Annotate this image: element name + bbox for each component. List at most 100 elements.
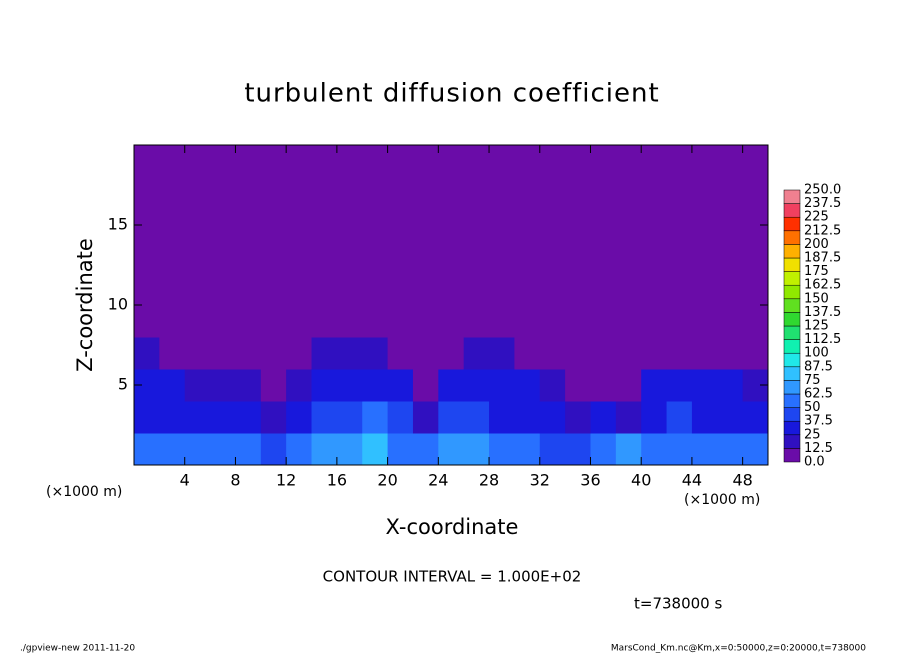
- heat-cell: [514, 305, 541, 338]
- heat-cell: [210, 145, 236, 178]
- heat-cell: [412, 177, 439, 210]
- heat-cell: [210, 305, 236, 338]
- heat-cell: [565, 337, 591, 370]
- heat-cell: [565, 273, 591, 306]
- heat-cell: [514, 241, 541, 274]
- heat-cell: [742, 177, 769, 210]
- heat-cell: [159, 145, 186, 178]
- heat-cell: [311, 369, 338, 402]
- x-tick-label: 32: [530, 471, 550, 490]
- heat-cell: [134, 337, 160, 370]
- colorbar-label: 150: [804, 291, 829, 306]
- heat-cell: [514, 401, 541, 434]
- heat-cell: [286, 433, 313, 466]
- heat-cell: [463, 369, 490, 402]
- heat-cell: [691, 273, 718, 306]
- heat-cell: [742, 305, 769, 338]
- heat-cell: [412, 145, 439, 178]
- colorbar-label: 112.5: [804, 332, 841, 347]
- heat-cell: [412, 305, 439, 338]
- heat-cell: [641, 401, 668, 434]
- heat-cell: [134, 273, 160, 306]
- heat-cell: [210, 369, 236, 402]
- y-tick-label: 10: [108, 295, 128, 314]
- time-note: t=738000 s: [634, 595, 722, 613]
- heat-cell: [691, 369, 718, 402]
- heat-cell: [666, 401, 693, 434]
- heat-cell: [539, 369, 566, 402]
- heat-cell: [362, 369, 389, 402]
- colorbar-label: 137.5: [804, 305, 841, 320]
- heat-cell: [514, 209, 541, 242]
- heat-cell: [489, 209, 515, 242]
- heat-cell: [666, 337, 693, 370]
- heat-cell: [438, 177, 465, 210]
- heat-cell: [336, 177, 363, 210]
- heat-cell: [311, 401, 338, 434]
- heat-cell: [590, 401, 617, 434]
- heat-cell: [514, 177, 541, 210]
- heat-cell: [691, 177, 718, 210]
- heat-cell: [742, 337, 769, 370]
- heat-cell: [438, 209, 465, 242]
- x-tick-label: 20: [377, 471, 397, 490]
- heat-cell: [159, 241, 186, 274]
- heat-cell: [336, 145, 363, 178]
- colorbar-label: 125: [804, 319, 829, 334]
- colorbar-swatch: [783, 366, 801, 381]
- colorbar-swatch: [783, 407, 801, 422]
- heat-cell: [463, 401, 490, 434]
- heat-cell: [260, 273, 287, 306]
- heat-cell: [286, 241, 313, 274]
- heat-cell: [641, 305, 668, 338]
- heat-cell: [742, 273, 769, 306]
- y-tick-label: 5: [118, 375, 128, 394]
- heat-cell: [412, 273, 439, 306]
- colorbar-swatch: [783, 380, 801, 395]
- heat-cell: [260, 241, 287, 274]
- heat-cell: [260, 337, 287, 370]
- heat-cell: [159, 433, 186, 466]
- x-tick-label: 24: [428, 471, 448, 490]
- x-axis-label: X-coordinate: [386, 515, 519, 539]
- heat-cell: [311, 337, 338, 370]
- x-unit: (×1000 m): [684, 492, 760, 508]
- heat-cell: [539, 145, 566, 178]
- heat-cell: [134, 433, 160, 466]
- heat-cell: [539, 305, 566, 338]
- colorbar-swatch: [783, 284, 801, 300]
- heat-cell: [742, 433, 769, 466]
- heat-cell: [184, 241, 211, 274]
- heat-cell: [286, 369, 313, 402]
- heat-cell: [362, 305, 389, 338]
- heat-cell: [159, 209, 186, 242]
- heat-cell: [615, 369, 642, 402]
- chart-title: turbulent diffusion coefficient: [244, 79, 659, 109]
- heat-cell: [489, 433, 515, 466]
- colorbar-label: 212.5: [804, 223, 841, 238]
- heat-cell: [463, 145, 490, 178]
- heat-cell: [362, 209, 389, 242]
- heat-cell: [641, 337, 668, 370]
- heat-cell: [438, 145, 465, 178]
- heat-cell: [387, 177, 414, 210]
- heat-cell: [336, 337, 363, 370]
- heat-cell: [489, 145, 515, 178]
- heat-cell: [742, 241, 769, 274]
- heat-cell: [134, 305, 160, 338]
- heat-cell: [463, 209, 490, 242]
- heat-cell: [184, 305, 211, 338]
- x-tick-label: 28: [479, 471, 499, 490]
- heat-cell: [438, 273, 465, 306]
- y-tick-label: 15: [108, 215, 128, 234]
- colorbar-swatch: [783, 339, 801, 354]
- heat-cell: [184, 273, 211, 306]
- heat-cell: [489, 273, 515, 306]
- heat-cell: [489, 177, 515, 210]
- heat-cell: [235, 369, 262, 402]
- heat-cell: [691, 337, 718, 370]
- heat-cell: [336, 369, 363, 402]
- heat-cell: [641, 209, 668, 242]
- heat-cell: [286, 177, 313, 210]
